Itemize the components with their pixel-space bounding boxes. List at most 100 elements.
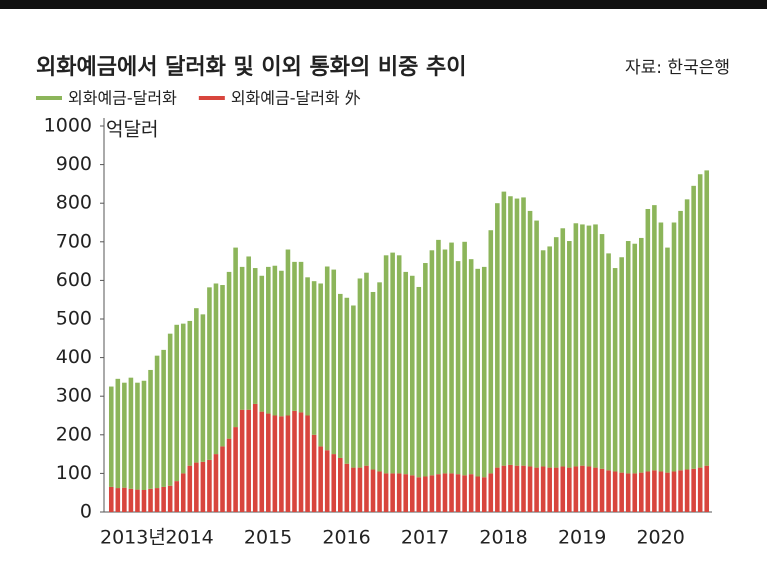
bar-segment	[324, 266, 330, 451]
bar-segment	[488, 230, 494, 474]
bar-segment	[481, 266, 487, 478]
bar-segment	[161, 486, 166, 512]
bar-segment	[148, 488, 153, 512]
bar-segment	[135, 489, 140, 512]
bar-segment	[593, 224, 598, 468]
bar-segment	[540, 466, 546, 512]
bar-segment	[697, 467, 703, 512]
bar-segment	[285, 415, 291, 512]
bar-segment	[514, 465, 520, 512]
bar-segment	[501, 191, 507, 466]
bar-segment	[665, 472, 670, 512]
bar-segment	[632, 473, 638, 512]
bar-segment	[351, 467, 356, 512]
bar-segment	[246, 409, 251, 512]
bar-segment	[475, 268, 480, 477]
bar-segment	[455, 474, 461, 512]
bar-segment	[547, 467, 552, 512]
bar-segment	[606, 253, 611, 471]
bar-segment	[108, 386, 114, 487]
bar-segment	[449, 242, 454, 474]
bar-segment	[141, 380, 147, 490]
bar-segment	[154, 488, 160, 512]
bar-segment	[194, 308, 199, 463]
bar-segment	[279, 270, 284, 417]
bar-segment	[449, 473, 454, 512]
bar-segment	[108, 486, 114, 512]
bar-segment	[403, 474, 409, 512]
legend-label: 외화예금-달러화 外	[231, 89, 361, 108]
bar-segment	[586, 225, 592, 467]
bar-segment	[357, 467, 363, 512]
bar-segment	[625, 473, 631, 512]
bar-segment	[553, 237, 559, 468]
bar-segment	[540, 250, 546, 467]
bar-segment	[207, 459, 212, 512]
bar-segment	[311, 434, 317, 512]
bar-segment	[409, 275, 415, 476]
bar-segment	[612, 471, 618, 512]
bar-segment	[194, 462, 199, 512]
bar-segment	[200, 461, 206, 512]
bar-segment	[475, 476, 480, 512]
bar-segment	[436, 239, 441, 475]
bar-segment	[331, 269, 337, 455]
bar-segment	[704, 465, 710, 512]
bar-segment	[252, 403, 258, 512]
bar-segment	[508, 464, 513, 512]
bar-segment	[298, 412, 304, 512]
bar-segment	[658, 471, 664, 512]
bar-segment	[495, 467, 500, 512]
bar-segment	[416, 477, 422, 512]
bar-segment	[534, 220, 539, 468]
bar-segment	[691, 468, 696, 512]
bar-segment	[200, 314, 206, 462]
bar-segment	[547, 246, 552, 468]
bar-segment	[521, 465, 526, 512]
bar-segment	[292, 261, 297, 411]
bar-segment	[396, 255, 402, 474]
bar-segment	[383, 473, 389, 512]
bar-segment	[593, 467, 598, 512]
bar-segment	[305, 415, 310, 512]
x-tick-label: 2015	[244, 527, 292, 549]
bar-segment	[324, 450, 330, 512]
bar-segment	[645, 208, 651, 472]
bar-segment	[298, 261, 304, 413]
bar-segment	[272, 415, 278, 512]
bar-segment	[305, 277, 310, 416]
bar-segment	[481, 477, 487, 512]
bar-segment	[455, 261, 461, 475]
bar-segment	[560, 466, 566, 512]
bar-segment	[665, 247, 670, 473]
bar-segment	[174, 324, 179, 482]
bar-segment	[148, 369, 153, 489]
y-tick-label: 400	[56, 346, 92, 368]
bar-segment	[599, 234, 605, 469]
bar-segment	[226, 438, 232, 512]
y-tick-label: 200	[56, 423, 92, 445]
bar-segment	[553, 467, 559, 512]
bar-segment	[279, 416, 284, 512]
bar-segment	[344, 463, 350, 512]
y-tick-label: 500	[56, 308, 92, 330]
bar-segment	[357, 278, 363, 468]
bar-segment	[174, 481, 179, 512]
bar-segment	[527, 210, 533, 467]
bar-segment	[180, 473, 186, 512]
bar-segment	[266, 413, 271, 512]
bar-segment	[639, 237, 644, 473]
bar-segment	[246, 256, 251, 410]
bar-segment	[220, 446, 225, 512]
bar-segment	[370, 291, 376, 470]
bar-segment	[468, 259, 474, 475]
x-tick-label: 2014	[165, 527, 213, 549]
chart-title: 외화예금에서 달러화 및 이외 통화의 비중 추이	[36, 55, 467, 80]
bar-segment	[259, 411, 265, 512]
bar-segment	[671, 222, 677, 472]
bar-segment	[488, 473, 494, 512]
bar-segment	[233, 247, 238, 428]
bar-segment	[128, 377, 134, 489]
bar-segment	[580, 224, 585, 466]
bar-segment	[632, 243, 638, 474]
